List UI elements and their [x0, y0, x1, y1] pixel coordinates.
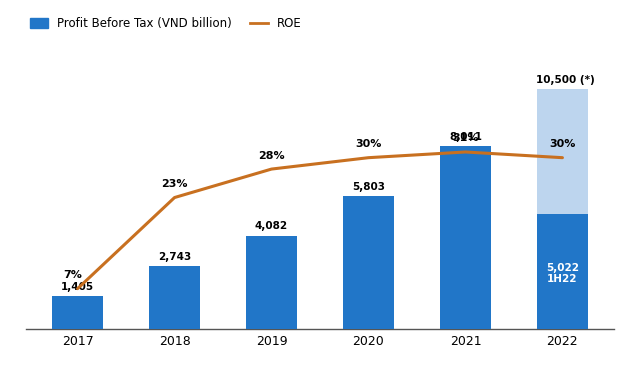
Bar: [440, 146, 491, 328]
Text: 8,011: 8,011: [449, 132, 482, 142]
Text: 4,082: 4,082: [255, 222, 288, 231]
Text: 10,500 (*): 10,500 (*): [536, 75, 595, 85]
Text: 31%: 31%: [452, 134, 479, 143]
Bar: [343, 196, 394, 328]
Legend: Profit Before Tax (VND billion), ROE: Profit Before Tax (VND billion), ROE: [26, 13, 307, 35]
Bar: [246, 235, 297, 328]
Text: 28%: 28%: [258, 150, 285, 161]
Bar: [52, 296, 103, 328]
Text: 5,803: 5,803: [352, 182, 385, 192]
Text: 5,022
1H22: 5,022 1H22: [546, 263, 579, 284]
Bar: [537, 214, 588, 328]
Text: 2,743: 2,743: [158, 252, 191, 262]
Bar: [149, 266, 200, 328]
Text: 30%: 30%: [355, 139, 381, 149]
Text: 30%: 30%: [549, 139, 575, 149]
Text: 7%: 7%: [63, 270, 82, 280]
Bar: [537, 89, 588, 328]
Text: 23%: 23%: [161, 179, 188, 189]
Text: 1,405: 1,405: [61, 283, 94, 292]
